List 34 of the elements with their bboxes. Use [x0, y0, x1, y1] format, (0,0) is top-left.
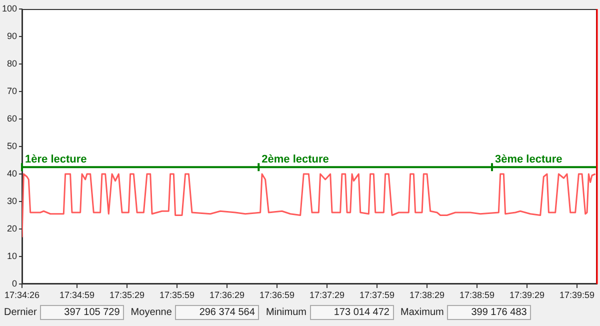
- x-tick-label: 17:37:29: [309, 290, 345, 300]
- x-tick-label: 17:38:29: [409, 290, 445, 300]
- y-tick-label: 60: [6, 113, 17, 124]
- y-tick-label: 0: [12, 278, 17, 288]
- y-tick-label: 30: [6, 196, 17, 206]
- x-tick-label: 17:39:29: [510, 290, 545, 300]
- text: Dernier: [4, 307, 37, 318]
- annotation: 3ème lecture: [494, 154, 562, 166]
- annotation: 2ème lecture: [262, 154, 329, 166]
- y-tick-label: 70: [6, 86, 17, 96]
- y-tick-label: 100: [2, 3, 17, 14]
- text: 399 176 483: [446, 305, 531, 320]
- x-tick-label: 17:36:59: [259, 290, 295, 300]
- x-tick-label: 17:37:59: [360, 290, 395, 300]
- x-tick-label: 17:39:59: [559, 290, 595, 300]
- y-tick-label: 20: [6, 223, 17, 234]
- x-tick-label: 17:38:59: [459, 290, 495, 300]
- x-tick-label: 17:34:59: [60, 290, 95, 300]
- y-tick-label: 80: [6, 58, 17, 68]
- x-tick-label: 17:34:26: [4, 290, 40, 300]
- text: 397 105 729: [40, 305, 124, 320]
- x-tick-label: 17:36:29: [210, 290, 245, 300]
- x-tick-label: 17:35:59: [159, 290, 195, 300]
- text: Maximum: [400, 307, 444, 318]
- text: 173 014 472: [310, 305, 394, 320]
- y-tick-label: 90: [6, 30, 17, 41]
- y-tick-label: 40: [6, 168, 17, 178]
- y-tick-label: 10: [6, 250, 17, 261]
- text: Minimum: [266, 307, 306, 318]
- y-tick-label: 50: [6, 140, 17, 151]
- annotation: 1ère lecture: [25, 154, 87, 166]
- text: Moyenne: [130, 307, 172, 318]
- x-tick-label: 17:35:29: [109, 290, 145, 300]
- text: 296 374 564: [174, 305, 259, 320]
